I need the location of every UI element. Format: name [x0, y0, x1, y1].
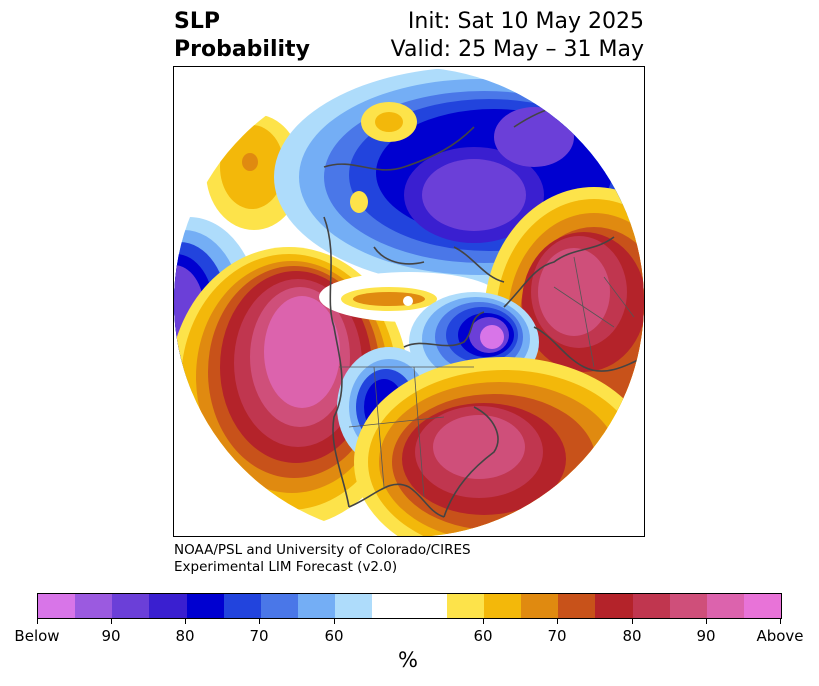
colorbar-tick-label: 60 — [473, 627, 493, 645]
credit-line-1: NOAA/PSL and University of Colorado/CIRE… — [174, 542, 471, 558]
colorbar-tick-label: 90 — [101, 627, 121, 645]
colorbar-swatch — [223, 594, 261, 618]
colorbar-swatch — [632, 594, 670, 618]
colorbar-tick — [557, 619, 558, 624]
colorbar-tick — [111, 619, 112, 624]
colorbar-tick-label: 60 — [324, 627, 344, 645]
map-panel — [173, 66, 645, 537]
central-white-spot — [403, 296, 413, 306]
probability-map — [174, 67, 644, 536]
coastlines — [323, 104, 644, 518]
colorbar-swatch — [372, 594, 410, 618]
political-borders — [339, 256, 635, 498]
colorbar-swatch — [149, 594, 187, 618]
colorbar-tick — [37, 619, 38, 624]
colorbar-swatch — [595, 594, 633, 618]
forecast-dates: Init: Sat 10 May 2025 Valid: 25 May – 31… — [391, 8, 644, 64]
credit-line-2: Experimental LIM Forecast (v2.0) — [174, 559, 398, 575]
colorbar — [37, 593, 782, 619]
init-date: Init: Sat 10 May 2025 — [407, 9, 644, 34]
colorbar-swatch — [743, 594, 782, 618]
colorbar-units: % — [398, 648, 418, 672]
colorbar-tick — [259, 619, 260, 624]
colorbar-tick — [706, 619, 707, 624]
colorbar-swatch — [186, 594, 224, 618]
title-variable: SLP — [174, 9, 220, 34]
colorbar-tick-label: 80 — [175, 627, 195, 645]
colorbar-tick — [185, 619, 186, 624]
colorbar-swatch — [446, 594, 484, 618]
colorbar-tick-label: 70 — [249, 627, 269, 645]
colorbar-tick — [632, 619, 633, 624]
colorbar-swatch — [260, 594, 299, 618]
colorbar-tick-label: Below — [14, 627, 60, 645]
title-quantity: Probability — [174, 37, 310, 62]
colorbar-tick-label: 90 — [696, 627, 716, 645]
colorbar-swatch — [669, 594, 707, 618]
colorbar-tick — [334, 619, 335, 624]
colorbar-tick — [780, 619, 781, 624]
colorbar-tick-label: Above — [756, 627, 804, 645]
colorbar-tick-label: 70 — [547, 627, 567, 645]
central-orange-band — [353, 292, 425, 306]
chart-title: SLP Probability — [174, 8, 310, 64]
credit-text: NOAA/PSL and University of Colorado/CIRE… — [174, 542, 471, 576]
arctic-yellow-dot — [350, 191, 368, 213]
colorbar-swatch — [335, 594, 373, 618]
colorbar-swatch — [409, 594, 447, 618]
colorbar-swatch — [298, 594, 336, 618]
valid-range: Valid: 25 May – 31 May — [390, 37, 644, 62]
colorbar-swatch — [706, 594, 744, 618]
arctic-orange-core — [375, 112, 403, 132]
colorbar-swatch — [112, 594, 150, 618]
colorbar-swatch — [38, 594, 76, 618]
colorbar-swatch — [75, 594, 113, 618]
colorbar-tick-label: 80 — [622, 627, 642, 645]
colorbar-tick — [483, 619, 484, 624]
map-disc — [174, 67, 644, 536]
colorbar-swatch — [483, 594, 522, 618]
colorbar-swatch — [558, 594, 596, 618]
colorbar-swatch — [521, 594, 559, 618]
